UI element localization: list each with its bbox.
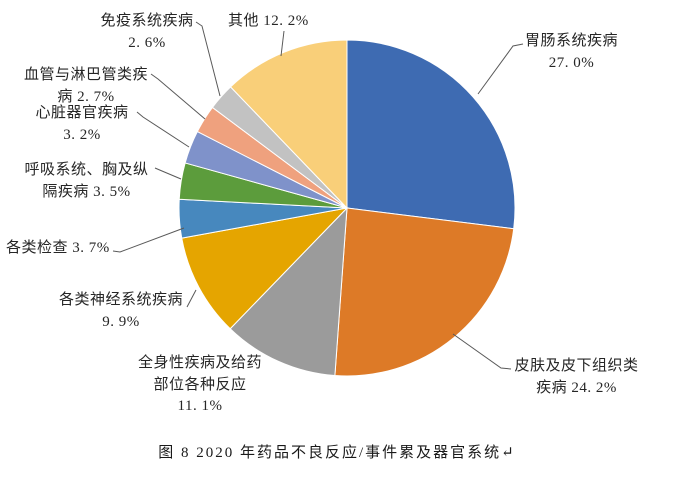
leader-line-skin-subcutaneous (452, 333, 512, 370)
pie-label-line: 免疫系统疾病 (100, 13, 194, 29)
pie-label-line: 2. 6% (128, 34, 166, 51)
leader-line-nervous-system (186, 289, 197, 308)
pie-label-line: 全身性疾病及给药 (137, 355, 262, 371)
leader-line-immune-system (195, 21, 221, 97)
figure-caption: 图 8 2020 年药品不良反应/事件累及器官系统↵ (158, 445, 516, 461)
pie-label-respiratory-thoracic: 呼吸系统、胸及纵 隔疾病 3. 5% (9, 160, 164, 203)
pie-label-line: 11. 1% (177, 398, 223, 414)
leader-line-gastrointestinal (477, 43, 524, 95)
leader-line-cardiac (136, 111, 190, 148)
leader-line-other (280, 30, 285, 57)
pie-label-line: 3. 2% (63, 126, 101, 143)
pie-label-line: 胃肠系统疾病 (524, 33, 618, 49)
pie-label-gastrointestinal: 胃肠系统疾病 27. 0% (504, 31, 639, 74)
pie-label-line: 皮肤及皮下组织类 (514, 358, 639, 374)
pie-label-line: 心脏器官疾病 (35, 105, 129, 121)
pie-label-nervous-system: 各类神经系统疾病 9. 9% (45, 290, 197, 333)
pie-label-line: 部位各种反应 (153, 376, 247, 393)
pie-label-line: 9. 9% (102, 313, 140, 330)
pie-label-line: 27. 0% (548, 54, 595, 71)
pie-label-skin-subcutaneous: 皮肤及皮下组织类 疾病 24. 2% (500, 356, 653, 399)
pie-label-vascular-lymphatic: 血管与淋巴管类疾病 2. 7% (12, 65, 160, 108)
pie-label-line: 各类检查 3. 7% (6, 240, 110, 256)
pie-slice-other (229, 39, 348, 210)
pie-label-investigations: 各类检查 3. 7% (6, 238, 126, 260)
pie-slice-nervous-system (181, 207, 349, 330)
pie-label-other: 其他 12. 2% (228, 11, 323, 33)
leader-line-investigations (112, 227, 185, 253)
pie-label-line: 血管与淋巴管类疾 (23, 67, 148, 83)
pie-label-line: 呼吸系统、胸及纵 (24, 162, 149, 178)
pie-label-line: 其他 12. 2% (228, 13, 309, 29)
pie-label-general-admin-site: 全身性疾病及给药 部位各种反应 11. 1% (124, 353, 276, 418)
pie-label-line: 各类神经系统疾病 (58, 292, 183, 308)
pie-label-immune-system: 免疫系统疾病 2. 6% (86, 11, 208, 54)
pie-slice-general-admin-site (229, 206, 348, 377)
pie-slice-skin-subcutaneous (334, 207, 515, 377)
leader-line-respiratory-thoracic (154, 167, 182, 180)
pie-slice-gastrointestinal (346, 39, 516, 230)
pie-label-cardiac: 心脏器官疾病 3. 2% (16, 103, 148, 146)
pie-label-line: 病 2. 7% (57, 88, 115, 105)
pie-label-line: 隔疾病 3. 5% (42, 183, 131, 200)
pie-label-line: 疾病 24. 2% (536, 379, 617, 396)
leader-line-vascular-lymphatic (150, 73, 206, 120)
